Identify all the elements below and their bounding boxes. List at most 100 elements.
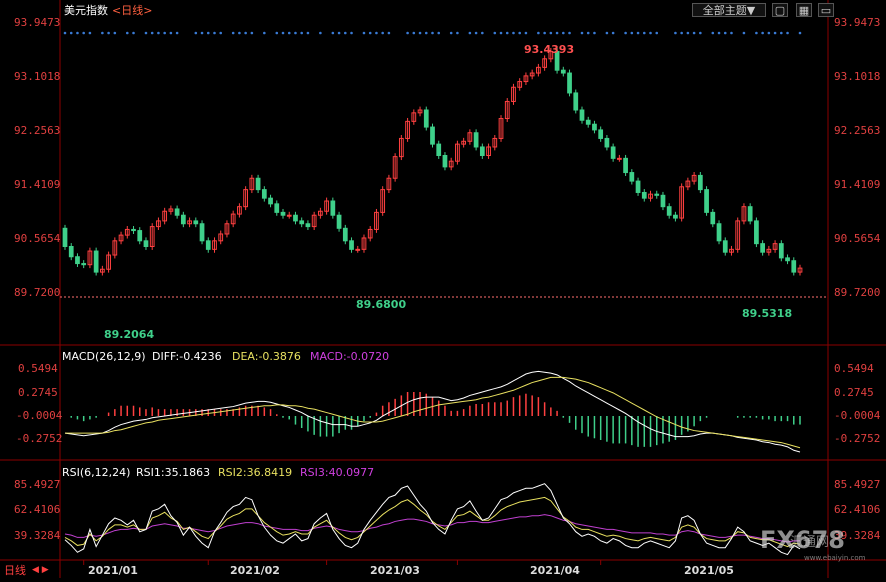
rsi-title: RSI(6,12,24)	[62, 466, 131, 479]
window-button-restore[interactable]: ▢	[772, 3, 788, 17]
event-dot	[343, 31, 347, 35]
macd-tick-right: 0.5494	[834, 362, 874, 375]
event-dot	[537, 31, 540, 35]
rsi-tick-left: 62.4106	[14, 503, 61, 516]
event-dot	[375, 31, 378, 35]
candle-body	[156, 220, 161, 228]
candle-body	[616, 157, 622, 160]
macd-tick-left: 0.2745	[18, 386, 58, 399]
annotation-low-may: 89.5318	[742, 307, 793, 320]
event-dot	[493, 31, 497, 35]
candle-body	[411, 112, 417, 122]
event-dot	[711, 31, 715, 35]
price-tick-right: 92.2563	[834, 124, 881, 137]
macd-tick-left: -0.2752	[16, 432, 63, 445]
candle-body	[68, 246, 74, 258]
candle-body	[249, 177, 255, 191]
event-dot	[773, 31, 777, 35]
event-dot	[219, 31, 223, 35]
event-dot	[231, 31, 235, 35]
event-dot	[755, 31, 758, 35]
period-tab[interactable]: 日线	[4, 564, 26, 577]
event-dot	[593, 31, 596, 35]
candle-body	[691, 174, 697, 182]
event-dot	[263, 31, 266, 35]
candle-body	[704, 189, 709, 213]
candle-body	[62, 227, 68, 248]
event-dot	[786, 31, 789, 35]
macd-diff-value: DIFF:-0.4236	[152, 350, 222, 363]
candle-body	[224, 223, 230, 235]
theme-select[interactable]: 全部主题▼	[692, 3, 766, 17]
macd-tick-left: 0.5494	[18, 362, 58, 375]
event-dot	[624, 31, 627, 35]
candle-body	[162, 210, 168, 222]
candle-body	[349, 240, 354, 250]
macd-title: MACD(26,12,9)	[62, 350, 146, 363]
candle-body	[423, 109, 429, 128]
rsi-tick-left: 85.4927	[14, 478, 61, 491]
candle-body	[361, 237, 367, 250]
event-dot	[381, 31, 384, 35]
candle-body	[93, 250, 99, 273]
price-tick-right: 89.7200	[834, 286, 881, 299]
candle-body	[193, 220, 199, 225]
event-dot	[238, 31, 241, 35]
event-dot	[387, 31, 391, 35]
candle-body	[455, 143, 460, 162]
event-dot	[692, 31, 696, 35]
price-tick-right: 90.5654	[834, 232, 881, 245]
event-dot	[125, 31, 129, 35]
window-button-max[interactable]: ▭	[818, 3, 834, 17]
rsi3-value: RSI3:40.0977	[300, 466, 375, 479]
event-dot	[418, 31, 422, 35]
event-dot	[412, 31, 416, 35]
event-dot	[723, 31, 727, 35]
event-dot	[798, 31, 802, 35]
period-label[interactable]: <日线>	[112, 4, 153, 17]
event-dot	[780, 31, 783, 35]
macd-diff-line	[64, 370, 801, 453]
event-dot	[761, 31, 764, 35]
candle-body	[598, 129, 604, 139]
candle-body	[168, 208, 174, 212]
candle-body	[511, 86, 516, 102]
window-button-grid[interactable]: ▦	[796, 3, 812, 17]
candle-body	[461, 140, 467, 145]
event-dot	[680, 31, 683, 35]
event-dot	[499, 31, 503, 35]
rsi1-line	[64, 483, 801, 556]
event-dot	[543, 31, 546, 35]
scroll-arrows[interactable]: ◀ ▶	[32, 565, 49, 575]
event-dot	[512, 31, 515, 35]
candle-body	[579, 109, 585, 121]
candle-body	[797, 267, 803, 273]
price-tick-left: 91.4109	[14, 178, 61, 191]
candle-body	[280, 211, 286, 216]
time-label: 2021/02	[230, 564, 280, 577]
candle-body	[100, 268, 105, 273]
event-dot	[331, 31, 335, 35]
event-dot	[287, 31, 291, 35]
candle-body	[554, 50, 560, 71]
event-dot	[88, 31, 92, 35]
event-dot	[206, 31, 210, 35]
candle-body	[710, 211, 716, 225]
price-tick-left: 93.9473	[14, 16, 61, 29]
candle-body	[311, 214, 317, 228]
candle-body	[417, 109, 423, 114]
event-dot	[163, 31, 166, 35]
rsi-tick-right: 85.4927	[834, 478, 881, 491]
watermark-logo: FX678	[760, 526, 845, 554]
candle-body	[623, 157, 628, 174]
event-dot	[350, 31, 353, 35]
event-dot	[562, 31, 565, 35]
price-tick-left: 93.1018	[14, 70, 61, 83]
event-dot	[275, 31, 279, 35]
event-dot	[294, 31, 297, 35]
candle-body	[299, 220, 305, 225]
candle-body	[293, 214, 298, 222]
